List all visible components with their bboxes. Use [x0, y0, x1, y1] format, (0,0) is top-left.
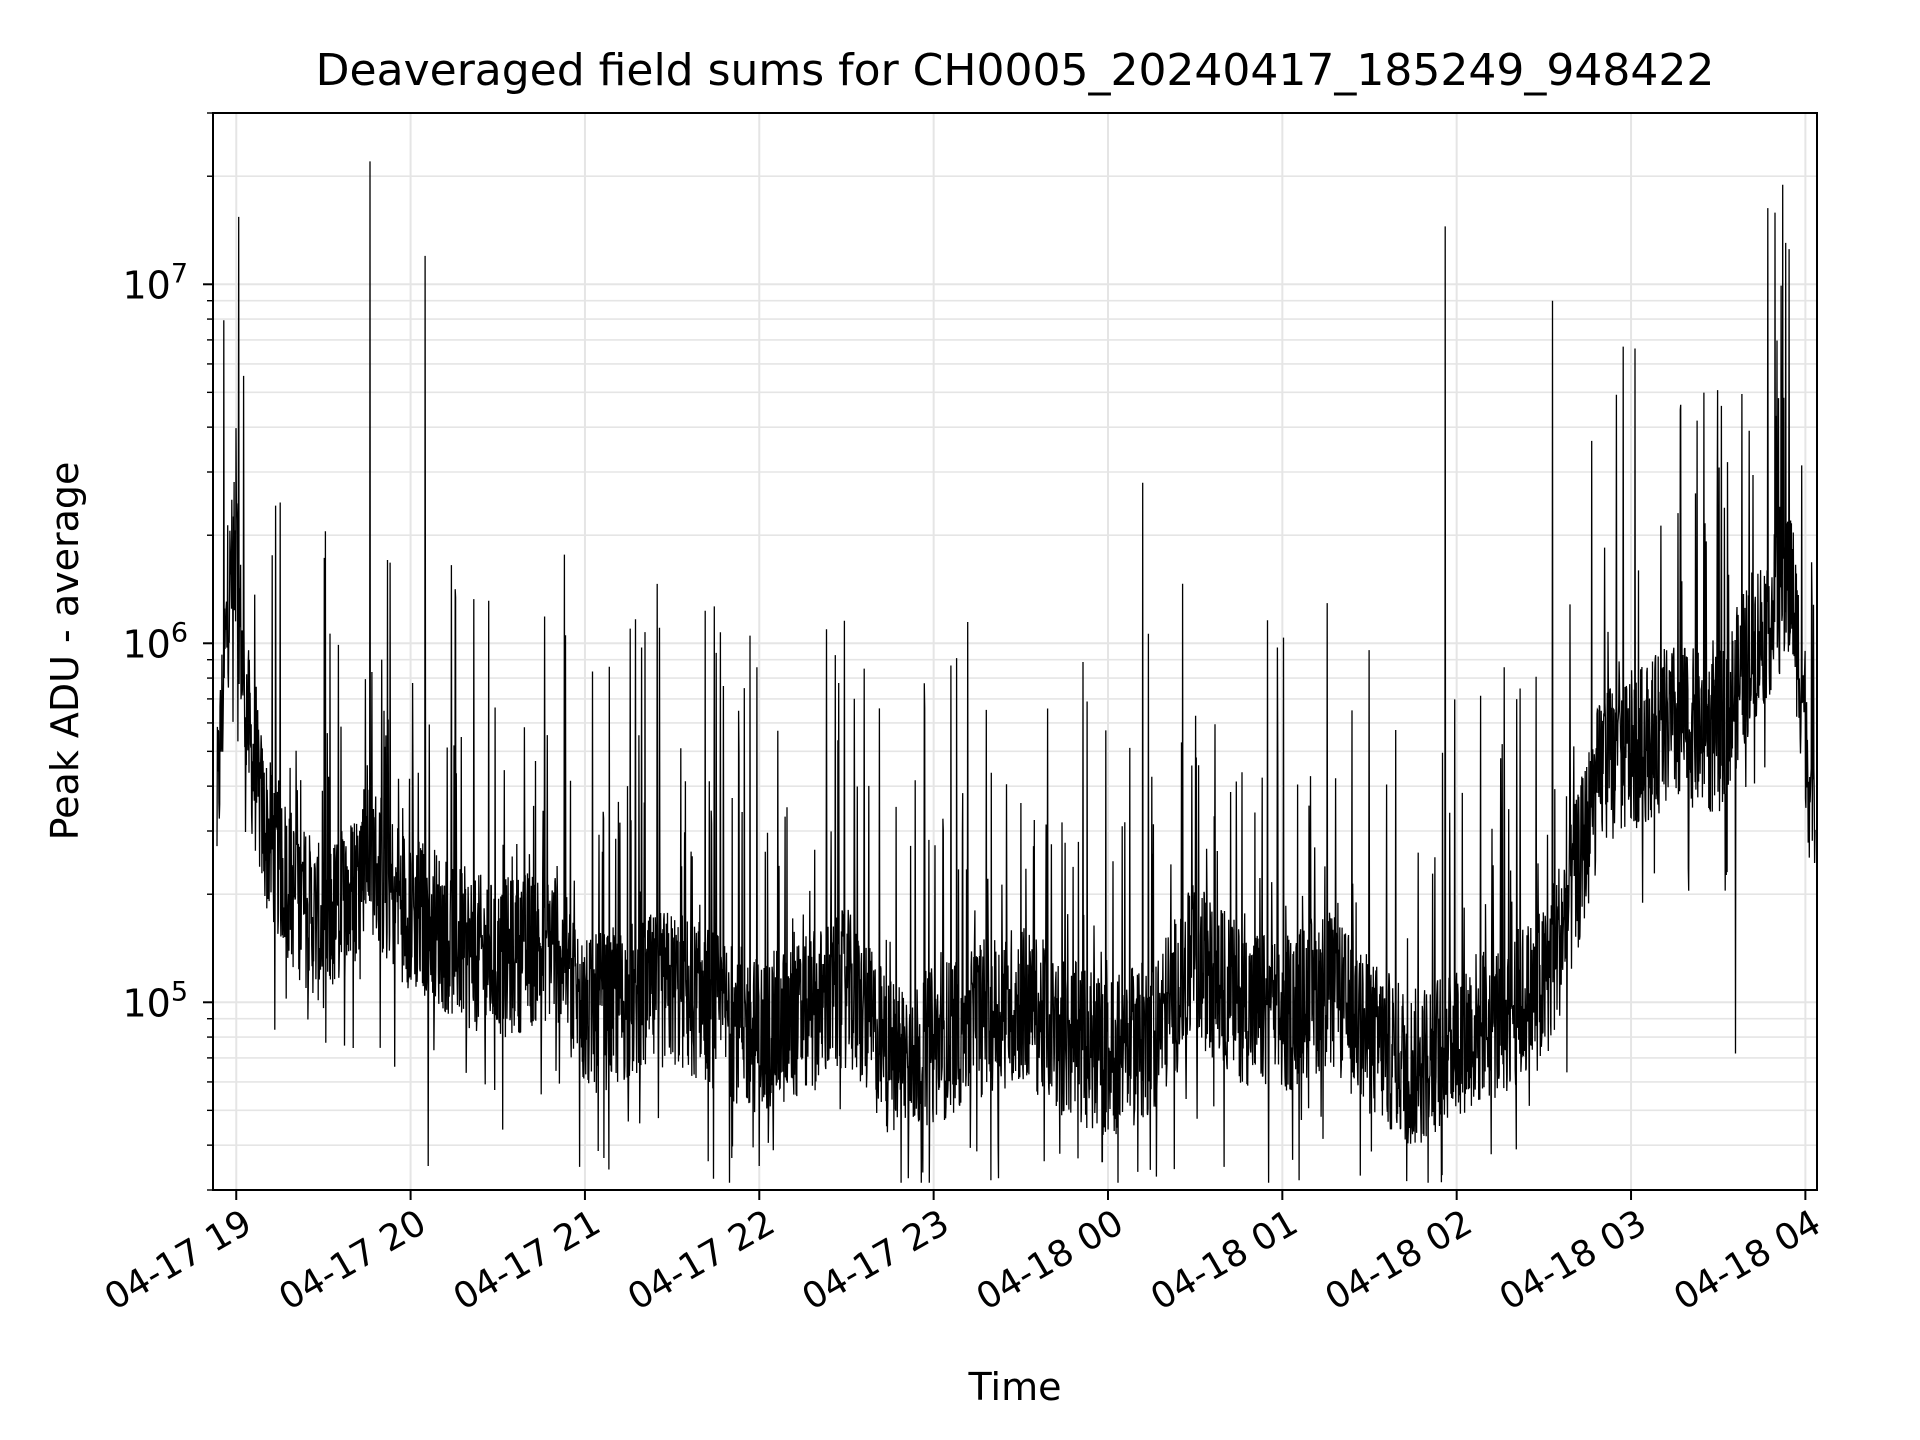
series-line-layer [216, 161, 1816, 1183]
y-tick-label: 107 [122, 258, 188, 307]
x-axis-label: Time [968, 1365, 1062, 1409]
y-tick-label: 105 [122, 976, 188, 1025]
y-tick-label: 106 [122, 617, 188, 666]
series-line [216, 161, 1816, 1183]
y-axis-label: Peak ADU - average [43, 462, 87, 841]
chart-title: Deaveraged field sums for CH0005_2024041… [316, 45, 1715, 96]
plot-frame [212, 112, 1818, 1191]
y-axis: 105 106 107 [122, 112, 213, 1191]
